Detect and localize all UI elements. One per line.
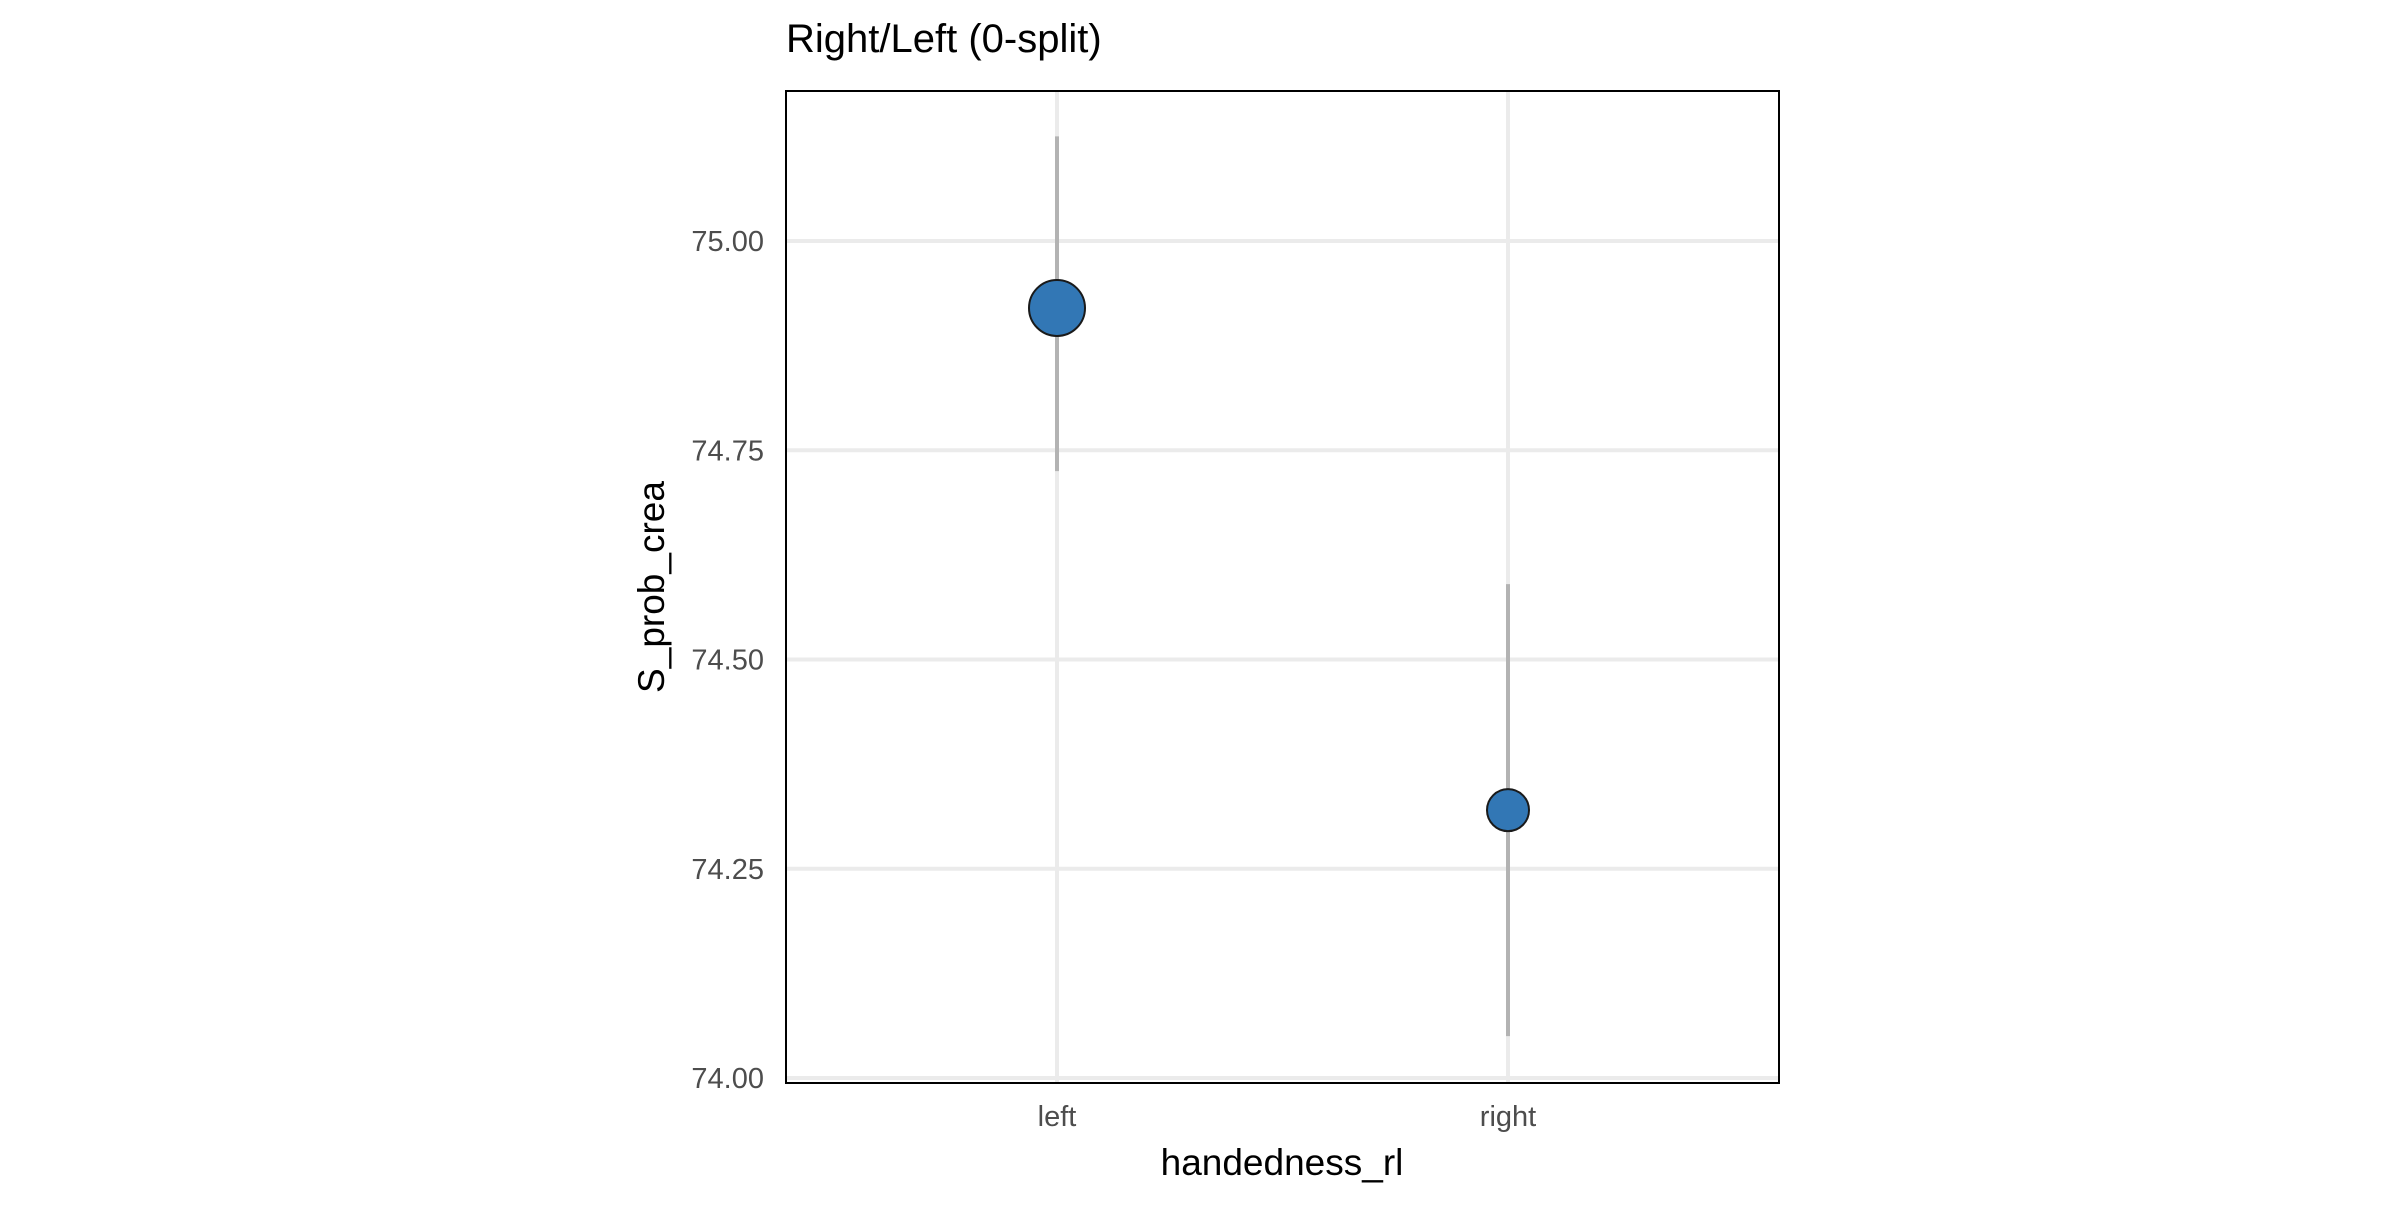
chart-title: Right/Left (0-split) — [786, 17, 1102, 61]
x-tick-label: left — [1038, 1101, 1077, 1133]
y-tick-label: 74.50 — [691, 645, 764, 677]
x-axis-ticks: left right — [1038, 1101, 1537, 1133]
data-point — [1028, 278, 1086, 337]
y-tick-label: 74.75 — [691, 435, 764, 467]
data-points — [1028, 278, 1530, 833]
panel-border — [785, 90, 1780, 1084]
y-tick-label: 74.00 — [691, 1063, 764, 1095]
y-axis-title: S_prob_crea — [631, 481, 672, 693]
x-axis-title: handedness_rl — [1161, 1142, 1404, 1183]
data-point — [1486, 788, 1530, 833]
x-tick-label: right — [1480, 1101, 1536, 1133]
y-tick-label: 74.25 — [691, 854, 764, 886]
y-axis-ticks: 74.00 74.25 74.50 74.75 75.00 — [691, 226, 764, 1095]
y-tick-label: 75.00 — [691, 226, 764, 258]
